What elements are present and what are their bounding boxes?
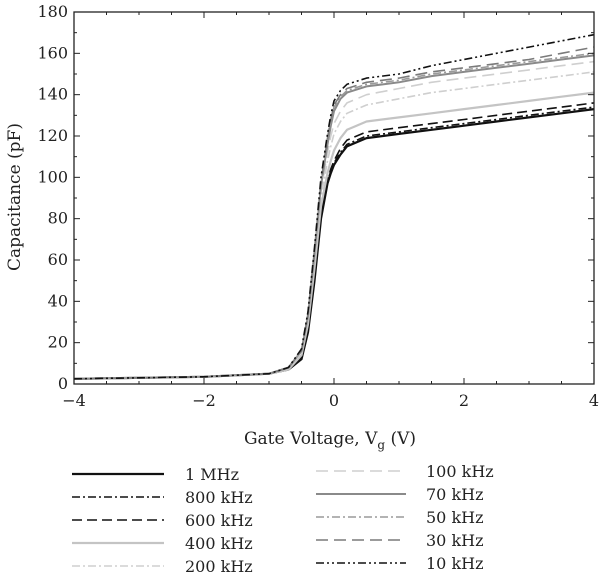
x-axis-title-unit: (V) <box>385 429 416 449</box>
plot-frame <box>73 11 595 385</box>
y-tick-label: 60 <box>48 250 68 269</box>
y-tick-label: 140 <box>37 85 68 104</box>
series-line <box>73 33 595 380</box>
series-line <box>73 46 595 380</box>
y-tick-label: 100 <box>37 167 68 186</box>
legend-label: 200 kHz <box>185 557 253 576</box>
legend-label: 400 kHz <box>185 534 253 553</box>
y-tick-label: 20 <box>48 333 68 352</box>
y-tick-label: 160 <box>37 43 68 62</box>
x-tick-label: −4 <box>62 391 86 410</box>
legend: 1 MHz 800 kHz 600 kHz 400 kHz 200 kHz 100 kHz… <box>72 462 494 576</box>
legend-label: 1 MHz <box>185 465 239 484</box>
y-axis-title: Capacitance (pF) <box>5 123 25 271</box>
x-tick-label: 0 <box>329 391 339 410</box>
legend-label: 800 kHz <box>185 488 253 507</box>
x-tick-label: 4 <box>589 391 599 410</box>
legend-label: 100 kHz <box>426 462 494 481</box>
tick-labels: 0 20 40 60 80 100 120 140 160 180 −4 −2 0 2 4 <box>37 2 599 410</box>
plot-lines <box>73 33 595 380</box>
x-tick-label: 2 <box>459 391 469 410</box>
legend-label: 10 kHz <box>426 554 484 573</box>
y-tick-label: 80 <box>48 209 68 228</box>
legend-label: 600 kHz <box>185 511 253 530</box>
series-line <box>73 71 595 380</box>
y-tick-label: 120 <box>37 126 68 145</box>
series-line <box>73 102 595 380</box>
x-axis-title: Gate Voltage, Vg (V) <box>244 429 416 452</box>
y-tick-label: 0 <box>58 374 68 393</box>
x-axis-title-subscript: g <box>377 438 385 452</box>
x-axis-title-main: Gate Voltage, V <box>244 429 378 449</box>
axis-ticks <box>73 11 595 385</box>
legend-label: 70 kHz <box>426 485 484 504</box>
legend-label: 30 kHz <box>426 531 484 550</box>
series-line <box>73 106 595 380</box>
y-tick-label: 40 <box>48 291 68 310</box>
y-tick-label: 180 <box>37 2 68 21</box>
legend-label: 50 kHz <box>426 508 484 527</box>
x-tick-label: −2 <box>192 391 216 410</box>
